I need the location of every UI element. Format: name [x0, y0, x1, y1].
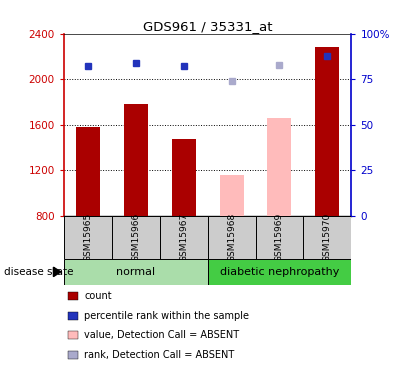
Text: count: count [84, 291, 112, 301]
Bar [124, 104, 148, 216]
Bar [256, 216, 303, 259]
Text: GSM15968: GSM15968 [227, 213, 236, 262]
Bar [303, 216, 351, 259]
Text: percentile rank within the sample: percentile rank within the sample [84, 311, 249, 321]
Bar [159, 216, 208, 259]
Text: GSM15967: GSM15967 [179, 213, 188, 262]
Text: disease state: disease state [4, 267, 74, 277]
Text: GSM15969: GSM15969 [275, 213, 284, 262]
Text: GSM15966: GSM15966 [131, 213, 140, 262]
Bar [315, 47, 339, 216]
Text: value, Detection Call = ABSENT: value, Detection Call = ABSENT [84, 330, 239, 340]
Text: GSM15965: GSM15965 [83, 213, 92, 262]
Bar [219, 175, 243, 216]
Bar [208, 216, 256, 259]
Bar [64, 216, 112, 259]
Text: diabetic nephropathy: diabetic nephropathy [220, 267, 339, 277]
Bar [268, 118, 291, 216]
Title: GDS961 / 35331_at: GDS961 / 35331_at [143, 20, 272, 33]
Text: rank, Detection Call = ABSENT: rank, Detection Call = ABSENT [84, 350, 235, 360]
Bar [172, 140, 196, 216]
Text: GSM15970: GSM15970 [323, 213, 332, 262]
Bar [112, 216, 159, 259]
Bar [64, 259, 208, 285]
Bar [76, 127, 100, 216]
Bar [208, 259, 351, 285]
Text: normal: normal [116, 267, 155, 277]
